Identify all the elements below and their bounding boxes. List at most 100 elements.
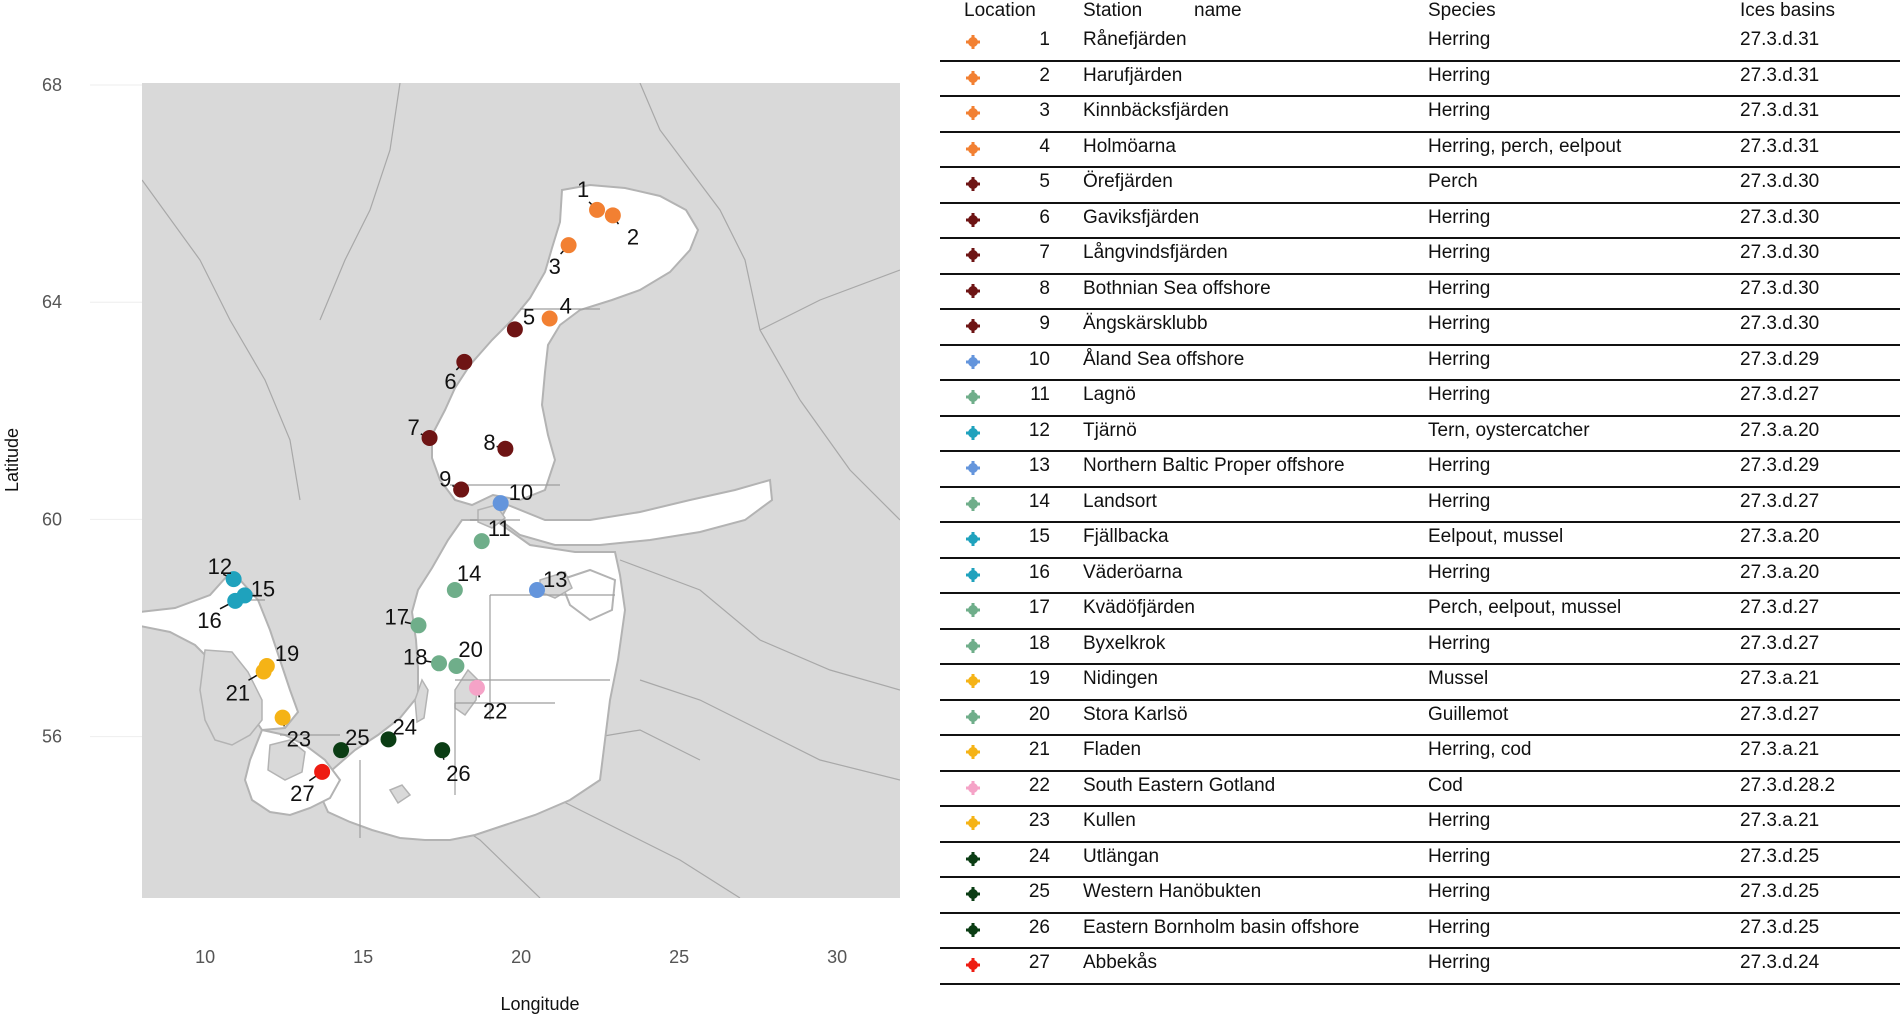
table-row: 1 Rånefjärden Herring 27.3.d.31 [940, 24, 1900, 62]
ices-basin: 27.3.d.27 [1740, 597, 1820, 618]
ices-basin: 27.3.d.27 [1740, 490, 1820, 512]
station-number-label: 13 [543, 567, 567, 592]
location-number: 20 [1028, 703, 1050, 725]
ices-basin: 27.3.d.30 [1740, 277, 1820, 299]
table-row: 20 Stora Karlsö Guillemot 27.3.d.27 [940, 699, 1900, 736]
location-number: 10 [1028, 348, 1050, 370]
table-row: 7 Långvindsfjärden Herring 27.3.d.30 [940, 237, 1900, 275]
species: Herring, perch, eelpout [1428, 135, 1622, 157]
station-name: Lagnö [1083, 384, 1136, 405]
species-marker-icon [966, 638, 980, 653]
table-row: 3 Kinnbäcksfjärden Herring 27.3.d.31 [940, 95, 1900, 133]
station-marker [274, 709, 291, 726]
location-number: 2 [1039, 64, 1050, 86]
y-tick-label: 60 [42, 509, 62, 529]
header-species: Species [1428, 0, 1496, 21]
location-number: 26 [1028, 916, 1050, 938]
table-row: 13 Northern Baltic Proper offshore Herring… [940, 450, 1900, 488]
location-number: 21 [1028, 739, 1050, 760]
table-row: 9 Ängskärsklubb Herring 27.3.d.30 [940, 308, 1900, 346]
station-name: Örefjärden [1083, 171, 1173, 192]
species: Herring [1428, 916, 1491, 938]
location-number: 3 [1039, 100, 1050, 121]
station-name: Harufjärden [1083, 64, 1183, 86]
species-marker-icon [966, 603, 980, 617]
species-marker-icon [966, 922, 980, 937]
ices-basin: 27.3.d.31 [1740, 64, 1820, 86]
location-number: 22 [1028, 774, 1050, 796]
stations-table: Location Station name Species Ices basin… [940, 0, 1900, 1000]
species-marker-icon [966, 354, 980, 369]
ices-basin: 27.3.d.29 [1740, 455, 1820, 476]
station-marker [456, 353, 473, 370]
species: Herring [1428, 490, 1491, 512]
header-ices-basins: Ices basins [1740, 0, 1836, 21]
x-tick-labels: 10 15 20 25 30 [195, 947, 847, 967]
species: Herring [1428, 348, 1491, 370]
table-row: 14 Landsort Herring 27.3.d.27 [940, 486, 1900, 523]
species-marker-icon [966, 780, 980, 795]
species-marker-icon [966, 567, 980, 582]
station-marker [333, 742, 350, 759]
bornholm-island [388, 784, 412, 805]
species-marker-icon [966, 425, 980, 440]
country-borders [142, 83, 900, 898]
species-marker-icon [966, 745, 980, 759]
station-number-label: 5 [523, 304, 535, 329]
station-name: Rånefjärden [1083, 29, 1187, 50]
station-name: Kullen [1083, 810, 1136, 831]
species: Herring, cod [1428, 739, 1532, 760]
station-number-label: 15 [251, 576, 275, 601]
species: Herring [1428, 810, 1491, 831]
station-number-label: 2 [627, 224, 639, 249]
species: Eelpout, mussel [1428, 526, 1564, 547]
ices-basin: 27.3.d.28.2 [1740, 774, 1836, 796]
species: Herring [1428, 242, 1491, 263]
station-marker [314, 763, 331, 780]
ices-boundaries [235, 308, 615, 838]
gulf-of-bothnia [431, 183, 700, 507]
ices-basin: 27.3.d.30 [1740, 313, 1820, 334]
species-marker-icon [966, 709, 980, 724]
x-tick-label: 10 [195, 947, 215, 967]
table-row: 2 Harufjärden Herring 27.3.d.31 [940, 60, 1900, 97]
species: Guillemot [1428, 703, 1509, 725]
species-marker-icon [966, 816, 980, 830]
station-number-label: 24 [392, 714, 416, 739]
table-row: 8 Bothnian Sea offshore Herring 27.3.d.30 [940, 273, 1900, 310]
header-name: name [1194, 0, 1242, 21]
station-marker [421, 429, 438, 446]
station-marker [560, 237, 577, 254]
species-marker-icon [966, 35, 980, 49]
station-marker [468, 679, 485, 696]
ices-basin: 27.3.a.20 [1740, 561, 1820, 583]
species-marker-icon [966, 283, 980, 298]
species: Herring [1428, 313, 1491, 334]
station-marker [506, 321, 523, 338]
species-marker-icon [966, 70, 980, 85]
header-station: Station [1083, 0, 1143, 21]
station-marker [410, 617, 427, 634]
station-number-label: 21 [226, 680, 250, 705]
location-number: 17 [1028, 597, 1050, 618]
station-number-label: 18 [403, 644, 427, 669]
location-number: 19 [1028, 668, 1050, 689]
station-marker [589, 201, 606, 218]
table-row: 24 Utlängan Herring 27.3.d.25 [940, 841, 1900, 878]
station-name: South Eastern Gotland [1083, 774, 1276, 796]
station-number-label: 22 [483, 699, 507, 724]
land-islands [199, 504, 573, 805]
station-name: Kinnbäcksfjärden [1083, 100, 1229, 121]
station-number-label: 9 [439, 467, 451, 492]
species: Herring [1428, 100, 1491, 121]
oland-island [414, 678, 429, 724]
station-name: Ängskärsklubb [1083, 313, 1208, 334]
station-number-label: 26 [446, 761, 470, 786]
species-marker-icon [966, 461, 980, 475]
station-name: Fjällbacka [1083, 526, 1169, 547]
location-number: 1 [1039, 29, 1050, 50]
station-marker [225, 571, 242, 588]
table-row: 19 Nidingen Mussel 27.3.a.21 [940, 663, 1900, 701]
ices-basin: 27.3.d.31 [1740, 100, 1820, 121]
species-marker-icon [966, 177, 980, 191]
